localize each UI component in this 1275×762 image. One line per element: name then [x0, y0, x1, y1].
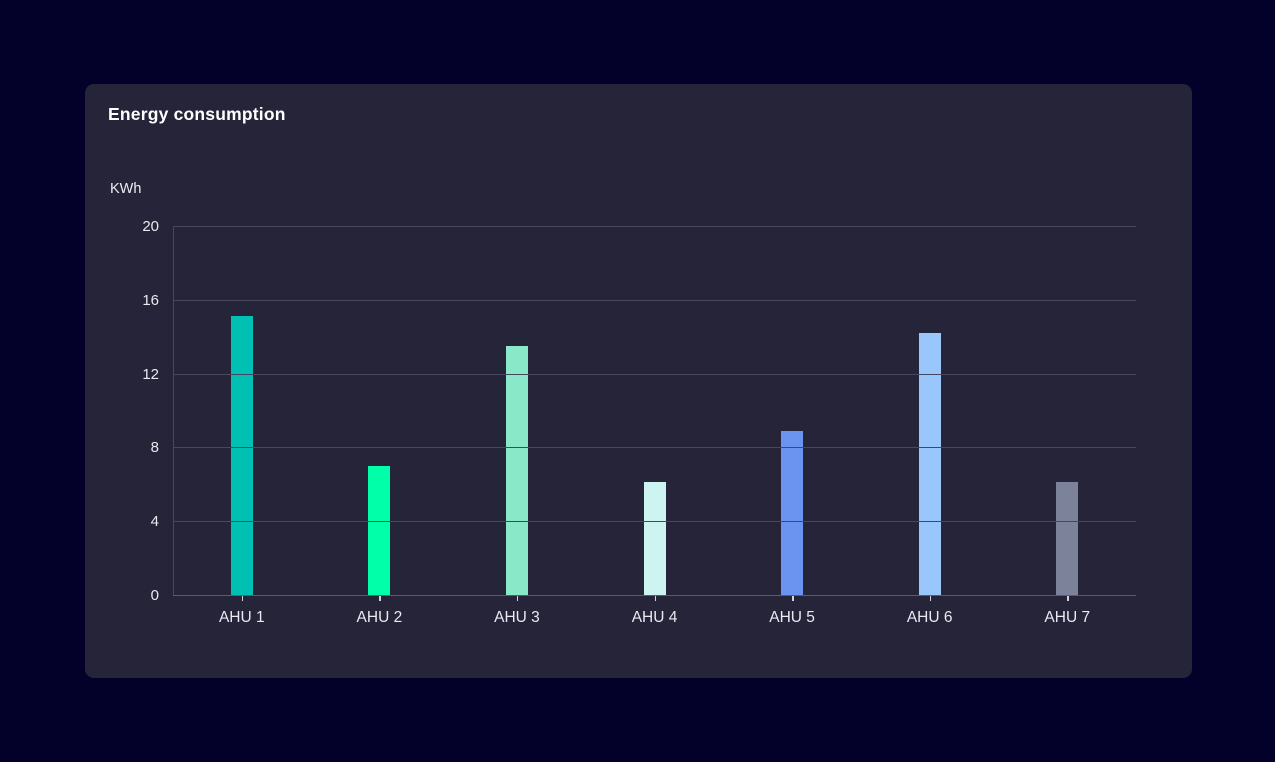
y-axis-tick-label: 0 — [150, 587, 159, 604]
x-axis-tick-mark — [516, 596, 519, 601]
x-axis-tick-mark — [929, 596, 932, 601]
x-axis-tick-mark — [379, 596, 381, 601]
y-axis-tick-label: 8 — [150, 439, 159, 457]
bars-row: AHU 1 AHU 2 AHU 3 AHU 4 AHU 5 AHU 6 AHU 7 — [173, 226, 1136, 626]
y-axis-line — [173, 226, 174, 595]
bar-slot-ahu-3: AHU 3 — [448, 226, 586, 626]
x-axis-tick-mark — [792, 596, 794, 601]
bar-slot-ahu-5: AHU 5 — [723, 226, 861, 626]
gridline — [173, 521, 1136, 523]
bar-ahu-2[interactable] — [368, 465, 391, 595]
gridline — [173, 447, 1136, 449]
bar-slot-ahu-4: AHU 4 — [586, 226, 724, 626]
x-axis-tick-mark — [1067, 596, 1069, 601]
x-axis-tick-mark — [654, 596, 657, 601]
x-axis-label-ahu-3: AHU 3 — [494, 609, 540, 626]
bar-ahu-5[interactable] — [781, 430, 804, 595]
bar-slot-ahu-6: AHU 6 — [861, 226, 999, 626]
x-axis-label-ahu-1: AHU 1 — [218, 609, 265, 626]
y-axis-unit-label: KWh — [110, 181, 142, 197]
gridline — [173, 299, 1136, 301]
bar-slot-ahu-1: AHU 1 — [173, 226, 311, 626]
x-axis-tick-mark — [241, 596, 244, 601]
gridline — [173, 373, 1136, 375]
x-axis-label-ahu-7: AHU 7 — [1044, 609, 1091, 626]
plot-area: AHU 1 AHU 2 AHU 3 AHU 4 AHU 5 AHU 6 AHU 7 0 4 8 1… — [142, 218, 1136, 626]
y-axis-tick-label: 4 — [150, 513, 159, 531]
x-axis-label-ahu-5: AHU 5 — [769, 609, 815, 626]
y-axis-tick-label: 16 — [142, 291, 159, 309]
chart-title: Energy consumption — [108, 104, 286, 124]
x-axis-line — [173, 595, 1136, 596]
y-axis-tick-label: 12 — [142, 365, 159, 383]
bar-slot-ahu-7: AHU 7 — [998, 226, 1136, 626]
bar-ahu-1[interactable] — [230, 316, 253, 595]
gridline — [173, 226, 1136, 227]
y-axis-tick-label: 20 — [142, 218, 159, 235]
bar-ahu-6[interactable] — [918, 333, 941, 595]
bar-ahu-3[interactable] — [505, 345, 528, 595]
x-axis-label-ahu-4: AHU 4 — [631, 609, 678, 626]
x-axis-label-ahu-6: AHU 6 — [906, 609, 953, 626]
x-axis-label-ahu-2: AHU 2 — [356, 609, 403, 626]
bar-ahu-4[interactable] — [643, 482, 666, 595]
bar-ahu-7[interactable] — [1056, 482, 1079, 595]
bar-slot-ahu-2: AHU 2 — [311, 226, 449, 626]
energy-consumption-card: Energy consumption KWh AHU 1 AHU 2 AHU 3 AH… — [85, 84, 1192, 678]
